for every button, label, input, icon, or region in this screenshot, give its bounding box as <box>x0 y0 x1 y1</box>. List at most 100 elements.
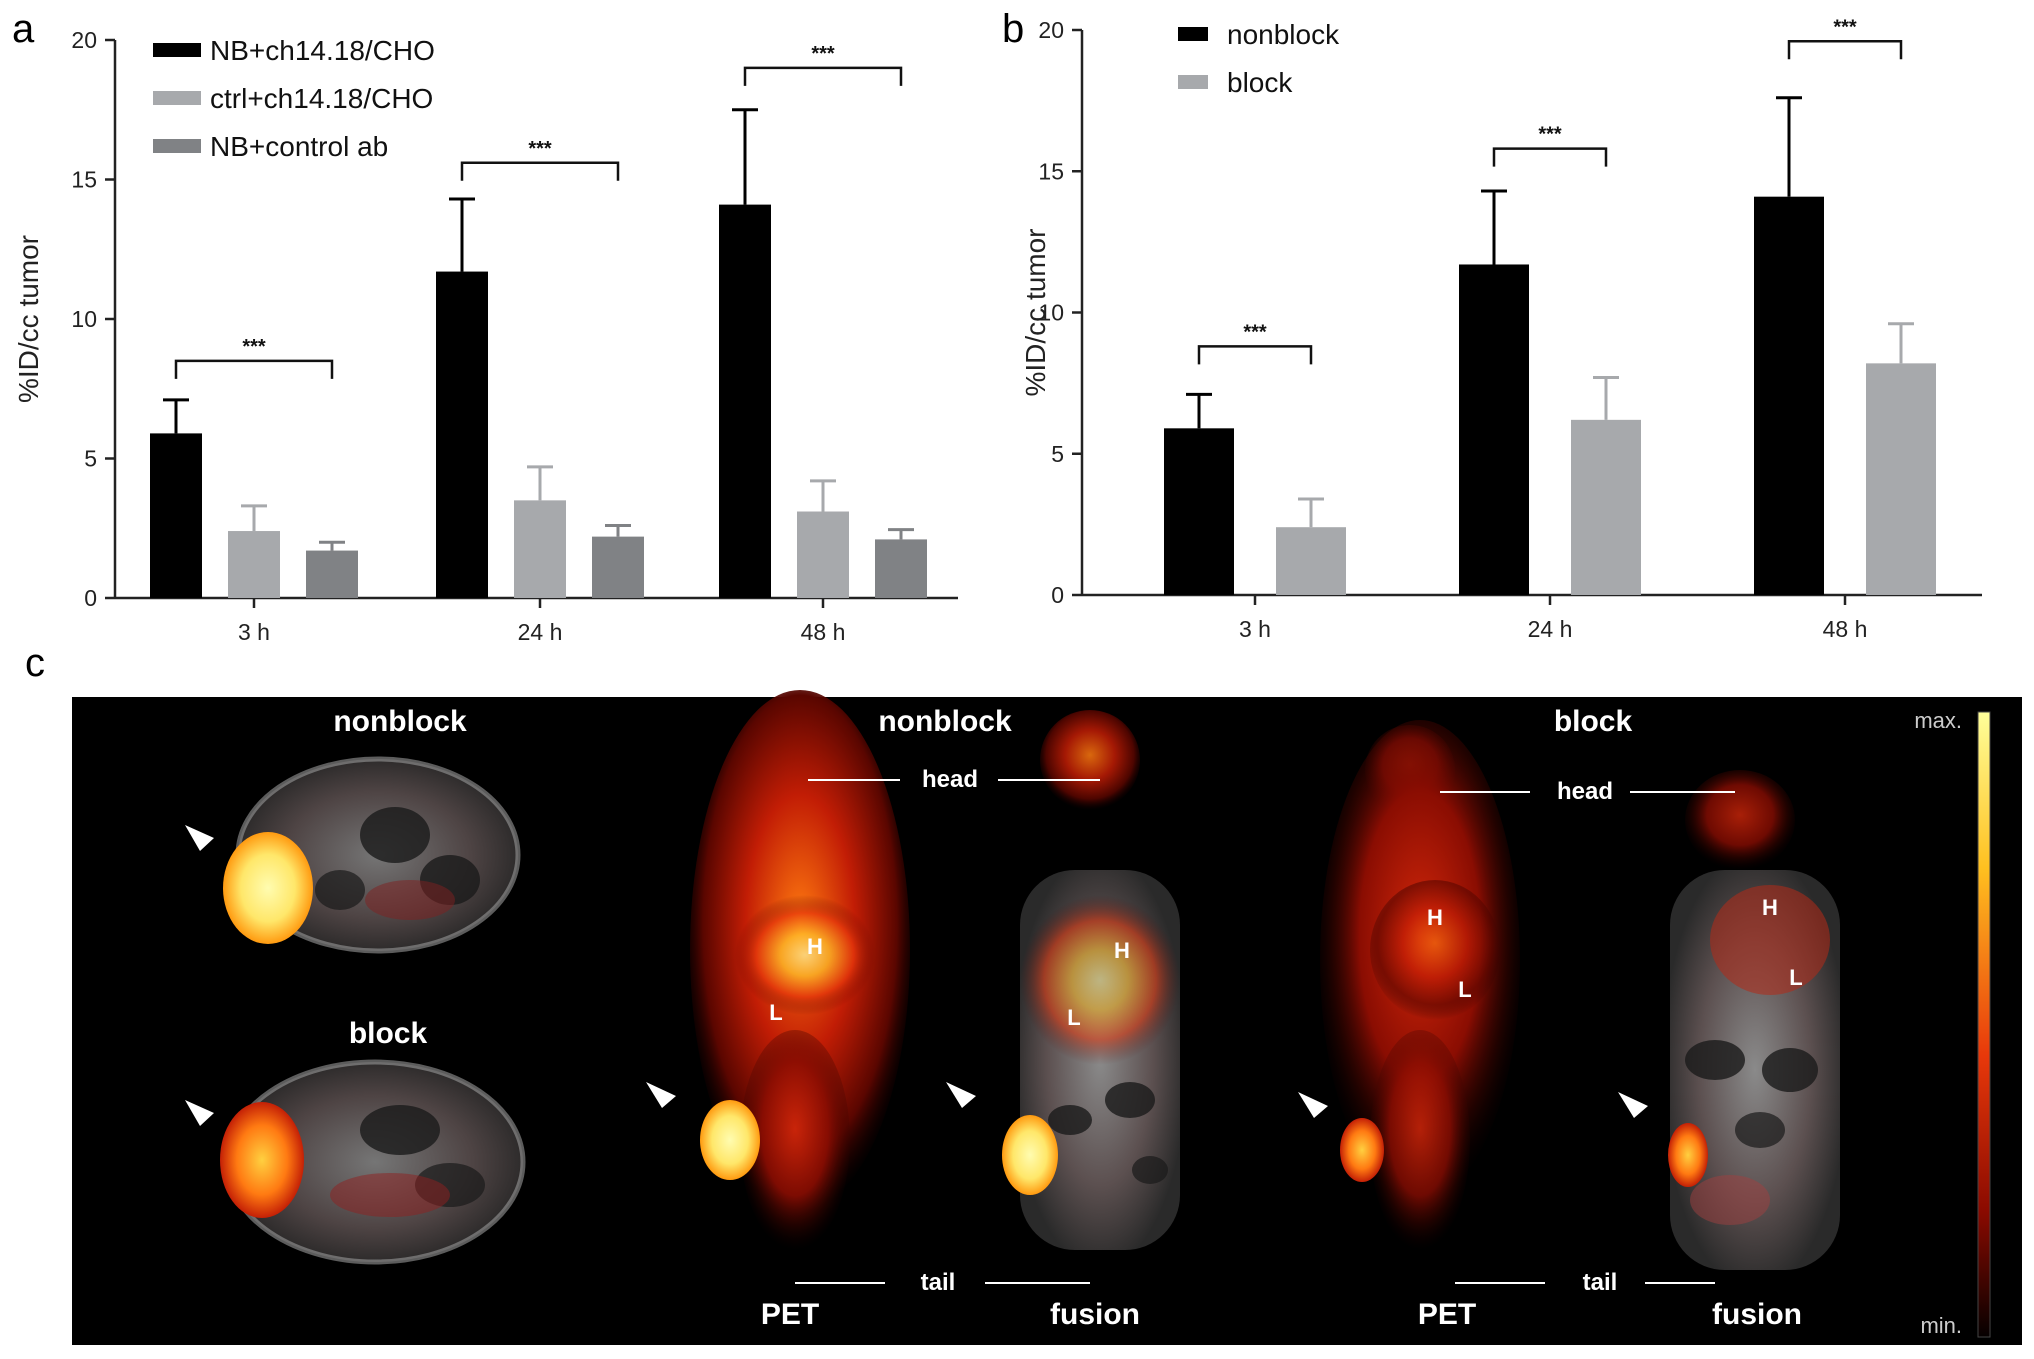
y-axis-label: %ID/cc tumor <box>13 235 44 403</box>
colorbar-min-label: min. <box>1920 1313 1962 1338</box>
significance-bracket <box>1197 345 1313 365</box>
significance-stars: *** <box>242 336 266 358</box>
x-tick-label: 48 h <box>801 619 846 645</box>
axial-title-block: block <box>349 1017 428 1050</box>
colorbar-max-label: max. <box>1914 708 1962 733</box>
significance-stars: *** <box>811 43 835 65</box>
significance-stars: *** <box>528 138 552 160</box>
y-axis-label: %ID/cc tumor <box>1020 228 1051 396</box>
y-tick-label: 5 <box>1051 441 1064 467</box>
coronal-nonblock-pet <box>646 690 910 1250</box>
coronal-block-pet <box>1298 720 1520 1250</box>
y-tick-label: 0 <box>84 585 97 611</box>
bar <box>1459 264 1529 595</box>
heart-label-pet-block: H <box>1427 905 1443 930</box>
panel-c-images: nonblock block <box>72 690 2022 1345</box>
heart-label-fusion-nonblock: H <box>1114 938 1130 963</box>
y-tick-label: 10 <box>1038 300 1064 326</box>
significance-bracket <box>1492 147 1608 167</box>
tail-label-nonblock: tail <box>921 1269 956 1296</box>
x-tick-label: 24 h <box>1528 616 1573 642</box>
panel-a-label: a <box>12 7 35 51</box>
liver-label-fusion-nonblock: L <box>1067 1005 1080 1030</box>
fusion-label-block: fusion <box>1712 1298 1802 1331</box>
legend-swatch <box>1178 75 1208 89</box>
fusion-block-tumor <box>1668 1123 1708 1187</box>
bar <box>228 531 280 598</box>
x-tick-label: 3 h <box>1239 616 1271 642</box>
pet-nonblock-tumor <box>700 1100 760 1180</box>
head-label-nonblock: head <box>922 766 978 793</box>
axial-nonblock-slice <box>185 756 521 954</box>
pet-block-tumor <box>1340 1118 1384 1182</box>
tumor-arrowhead-icon <box>946 1082 976 1108</box>
tumor-arrowhead-icon <box>185 1100 214 1126</box>
legend-label: nonblock <box>1227 19 1340 50</box>
axial-nonblock-tumor <box>223 832 313 944</box>
significance-bracket <box>460 161 620 181</box>
bar <box>1866 363 1936 595</box>
chart-a: 0 5 10 15 20 %ID/cc tumor 3 h *** 24 h *** 48 h ***… <box>13 27 958 645</box>
panel-b-label: b <box>1002 7 1024 51</box>
tumor-arrowhead-icon <box>646 1082 676 1108</box>
panel-c-label: c <box>25 641 45 685</box>
significance-stars: *** <box>1538 124 1562 146</box>
liver-label-pet-nonblock: L <box>769 1000 782 1025</box>
colorbar <box>1977 711 1991 1338</box>
bar <box>306 550 358 598</box>
heart-label-pet-nonblock: H <box>807 934 823 959</box>
significance-bracket <box>1787 40 1903 60</box>
axial-block-tumor <box>220 1102 304 1218</box>
legend-swatch <box>153 139 201 153</box>
coronal-block-title: block <box>1554 705 1633 738</box>
legend-swatch <box>1178 27 1208 41</box>
y-tick-label: 10 <box>71 306 97 332</box>
fusion-label-nonblock: fusion <box>1050 1298 1140 1331</box>
x-tick-label: 48 h <box>1823 616 1868 642</box>
coronal-nonblock-title: nonblock <box>878 705 1012 738</box>
liver-label-fusion-block: L <box>1789 965 1802 990</box>
tumor-arrowhead-icon <box>1298 1092 1328 1118</box>
bar <box>514 500 566 598</box>
liver-label-pet-block: L <box>1458 977 1471 1002</box>
chart-b: 0 5 10 15 20 %ID/cc tumor 3 h *** 24 h *** 48 h ***… <box>1020 16 1982 642</box>
significance-bracket <box>174 359 334 379</box>
y-tick-label: 20 <box>1038 17 1064 43</box>
significance-stars: *** <box>1833 16 1857 38</box>
bar <box>875 539 927 598</box>
y-tick-label: 20 <box>71 27 97 53</box>
legend-swatch <box>153 43 201 57</box>
significance-bracket <box>743 66 903 86</box>
bar <box>1571 419 1641 595</box>
bar <box>719 204 771 599</box>
x-tick-label: 24 h <box>518 619 563 645</box>
tumor-arrowhead-icon <box>1618 1092 1648 1118</box>
legend-label: block <box>1227 67 1293 98</box>
axial-block-slice <box>185 1059 526 1265</box>
significance-stars: *** <box>1243 321 1267 343</box>
tail-label-block: tail <box>1583 1269 1618 1296</box>
coronal-nonblock-fusion <box>946 710 1180 1250</box>
fusion-nonblock-tumor <box>1002 1115 1058 1195</box>
y-tick-label: 15 <box>71 167 97 193</box>
bar <box>797 511 849 598</box>
legend-swatch <box>153 91 201 105</box>
y-tick-label: 0 <box>1051 582 1064 608</box>
head-label-block: head <box>1557 778 1613 805</box>
bar <box>1276 527 1346 595</box>
pet-label-nonblock: PET <box>761 1298 819 1331</box>
y-tick-label: 15 <box>1038 158 1064 184</box>
axial-title-nonblock: nonblock <box>333 705 467 738</box>
bar <box>1164 428 1234 595</box>
heart-label-fusion-block: H <box>1762 895 1778 920</box>
bar <box>436 271 488 598</box>
bar <box>592 536 644 598</box>
bar <box>150 433 202 598</box>
coronal-block-fusion <box>1618 770 1840 1270</box>
tumor-arrowhead-icon <box>185 825 214 851</box>
pet-label-block: PET <box>1418 1298 1476 1331</box>
legend-label: NB+control ab <box>210 131 388 162</box>
y-tick-label: 5 <box>84 446 97 472</box>
legend-label: ctrl+ch14.18/CHO <box>210 83 433 114</box>
